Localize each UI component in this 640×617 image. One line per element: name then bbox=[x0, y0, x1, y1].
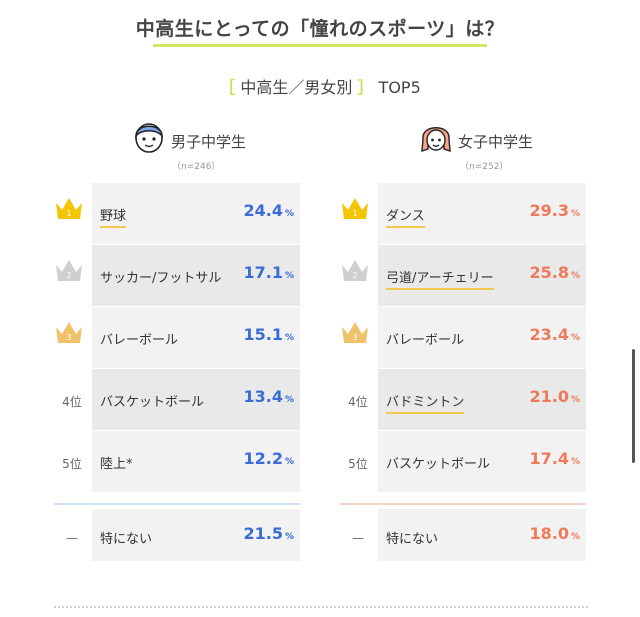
rank-label: 4位 bbox=[62, 395, 82, 409]
sport-label: バスケットボール bbox=[386, 457, 491, 472]
boys-cell: 陸上* 12.2% bbox=[92, 431, 300, 492]
girls-row-none: — 特にない 18.0% bbox=[338, 509, 586, 570]
boys-panel: 男子中学生 （n=246） 1 野球 24.4% 2 サッカー/フットサル 17… bbox=[0, 0, 300, 617]
girls-panel: 女子中学生 （n=252） 1 ダンス 29.3% 2 弓道/アーチェリー 25… bbox=[320, 0, 620, 617]
title-underline bbox=[153, 44, 487, 47]
dotted-separator bbox=[54, 606, 588, 608]
girls-row-2: 2 弓道/アーチェリー 25.8% bbox=[338, 245, 586, 306]
crown-rank-number: 3 bbox=[66, 333, 71, 342]
boy-face-icon bbox=[135, 123, 163, 153]
sport-label: 特にない bbox=[100, 532, 153, 547]
girl-face-icon bbox=[421, 127, 451, 152]
gold-crown-icon: 1 bbox=[342, 198, 368, 219]
rank-dash: — bbox=[66, 531, 78, 545]
scrollbar[interactable] bbox=[632, 349, 635, 463]
sport-label: バスケットボール bbox=[100, 395, 205, 410]
girls-row-3: 3 バレーボール 23.4% bbox=[338, 307, 586, 368]
girls-cell: 弓道/アーチェリー 25.8% bbox=[378, 245, 586, 306]
silver-crown-icon: 2 bbox=[342, 260, 368, 281]
boys-row-2: 2 サッカー/フットサル 17.1% bbox=[52, 245, 300, 306]
percent-value: 17.1% bbox=[243, 263, 294, 282]
percent-value: 25.8% bbox=[529, 263, 580, 282]
subtitle: ［ 中高生／男女別 ］ TOP5 bbox=[0, 74, 640, 98]
boys-cell: 特にない 21.5% bbox=[92, 509, 300, 561]
percent-value: 12.2% bbox=[243, 449, 294, 468]
rank-label: 5位 bbox=[348, 457, 368, 471]
percent-value: 18.0% bbox=[529, 524, 580, 543]
sport-label: バレーボール bbox=[100, 333, 179, 348]
sport-label: サッカー/フットサル bbox=[100, 271, 222, 286]
bronze-crown-icon: 3 bbox=[56, 322, 82, 343]
percent-value: 23.4% bbox=[529, 325, 580, 344]
gold-crown-icon: 1 bbox=[56, 198, 82, 219]
boys-cell: サッカー/フットサル 17.1% bbox=[92, 245, 300, 306]
girls-row-4: 4位 バドミントン 21.0% bbox=[338, 369, 586, 430]
silver-crown-icon: 2 bbox=[56, 260, 82, 281]
percent-value: 15.1% bbox=[243, 325, 294, 344]
crown-rank-number: 1 bbox=[352, 209, 357, 218]
percent-value: 29.3% bbox=[529, 201, 580, 220]
girls-sample-size: （n=252） bbox=[460, 162, 509, 172]
boys-row-none: — 特にない 21.5% bbox=[52, 509, 300, 570]
page-title: 中高生にとっての「憧れのスポーツ」は？ bbox=[135, 18, 505, 40]
boys-cell: バレーボール 15.1% bbox=[92, 307, 300, 368]
girls-cell: バドミントン 21.0% bbox=[378, 369, 586, 430]
sport-label: 弓道/アーチェリー bbox=[386, 267, 494, 290]
rank-label: 5位 bbox=[62, 457, 82, 471]
girls-divider bbox=[340, 503, 586, 505]
sport-label: バレーボール bbox=[386, 333, 465, 348]
subtitle-bracket-close: ］ bbox=[357, 78, 374, 97]
percent-value: 13.4% bbox=[243, 387, 294, 406]
boys-row-1: 1 野球 24.4% bbox=[52, 183, 300, 244]
subtitle-text: 中高生／男女別 bbox=[235, 78, 358, 97]
girls-cell: バスケットボール 17.4% bbox=[378, 431, 586, 492]
girls-cell: ダンス 29.3% bbox=[378, 183, 586, 244]
bronze-crown-icon: 3 bbox=[342, 322, 368, 343]
boys-row-5: 5位 陸上* 12.2% bbox=[52, 431, 300, 492]
sport-label: 野球 bbox=[100, 205, 127, 228]
boys-cell: バスケットボール 13.4% bbox=[92, 369, 300, 430]
rank-dash: — bbox=[352, 531, 364, 545]
boys-group-title: 男子中学生 bbox=[171, 133, 247, 151]
sport-label: ダンス bbox=[386, 205, 425, 228]
crown-rank-number: 1 bbox=[66, 209, 71, 218]
rank-label: 4位 bbox=[348, 395, 368, 409]
boys-cell: 野球 24.4% bbox=[92, 183, 300, 244]
girls-row-1: 1 ダンス 29.3% bbox=[338, 183, 586, 244]
percent-value: 24.4% bbox=[243, 201, 294, 220]
sport-label: 陸上* bbox=[100, 457, 133, 472]
boys-sample-size: （n=246） bbox=[172, 162, 221, 172]
boys-row-4: 4位 バスケットボール 13.4% bbox=[52, 369, 300, 430]
crown-rank-number: 2 bbox=[66, 271, 71, 280]
subtitle-bracket-open: ［ bbox=[219, 78, 236, 97]
girls-cell: 特にない 18.0% bbox=[378, 509, 586, 561]
percent-value: 21.0% bbox=[529, 387, 580, 406]
crown-rank-number: 3 bbox=[352, 333, 357, 342]
subtitle-suffix: TOP5 bbox=[373, 78, 421, 97]
percent-value: 17.4% bbox=[529, 449, 580, 468]
percent-value: 21.5% bbox=[243, 524, 294, 543]
girls-cell: バレーボール 23.4% bbox=[378, 307, 586, 368]
sport-label: バドミントン bbox=[386, 391, 465, 414]
boys-divider bbox=[54, 503, 300, 505]
crown-rank-number: 2 bbox=[352, 271, 357, 280]
girls-group-title: 女子中学生 bbox=[458, 133, 534, 151]
girls-row-5: 5位 バスケットボール 17.4% bbox=[338, 431, 586, 492]
boys-row-3: 3 バレーボール 15.1% bbox=[52, 307, 300, 368]
sport-label: 特にない bbox=[386, 532, 439, 547]
